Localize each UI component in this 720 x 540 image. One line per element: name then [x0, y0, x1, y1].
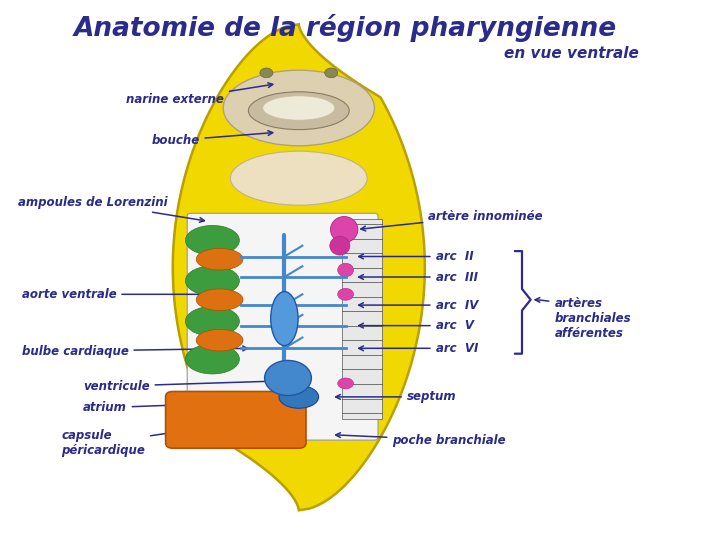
Ellipse shape [325, 68, 338, 78]
Text: arc  III: arc III [359, 271, 477, 284]
Ellipse shape [223, 70, 374, 146]
Text: bulbe cardiaque: bulbe cardiaque [22, 345, 248, 357]
Text: artères
branchiales
afférentes: artères branchiales afférentes [535, 297, 631, 340]
Polygon shape [173, 24, 425, 510]
FancyBboxPatch shape [166, 392, 306, 448]
Text: arc  IV: arc IV [359, 299, 478, 312]
Text: en vue ventrale: en vue ventrale [504, 46, 639, 61]
Text: septum: septum [336, 390, 456, 403]
Ellipse shape [196, 329, 243, 351]
Text: arc  II: arc II [359, 250, 473, 263]
Ellipse shape [263, 96, 335, 120]
Text: narine externe: narine externe [126, 83, 273, 106]
Ellipse shape [185, 266, 239, 296]
Ellipse shape [330, 237, 350, 255]
Text: arc  VI: arc VI [359, 342, 478, 355]
Text: atrium: atrium [83, 399, 287, 414]
Text: arc  V: arc V [359, 319, 474, 332]
Ellipse shape [338, 378, 354, 389]
Text: Anatomie de la région pharyngienne: Anatomie de la région pharyngienne [74, 14, 617, 42]
Ellipse shape [338, 263, 354, 276]
Bar [342, 219, 382, 418]
Ellipse shape [338, 288, 354, 300]
Ellipse shape [260, 68, 273, 78]
Ellipse shape [185, 345, 239, 374]
Text: poche branchiale: poche branchiale [336, 433, 506, 447]
Text: ventricule: ventricule [83, 379, 284, 393]
Ellipse shape [279, 386, 319, 408]
Ellipse shape [330, 217, 358, 242]
FancyBboxPatch shape [187, 213, 378, 440]
Ellipse shape [196, 289, 243, 310]
Ellipse shape [185, 306, 239, 336]
Ellipse shape [265, 361, 311, 395]
Ellipse shape [271, 292, 298, 346]
Text: aorte ventrale: aorte ventrale [22, 288, 237, 301]
Text: bouche: bouche [151, 131, 273, 147]
Text: ampoules de Lorenzini: ampoules de Lorenzini [18, 196, 204, 222]
Text: artère innominée: artère innominée [361, 210, 543, 231]
Text: capsule
péricardique: capsule péricardique [61, 423, 226, 457]
Ellipse shape [230, 151, 367, 205]
Ellipse shape [185, 225, 239, 255]
Ellipse shape [248, 92, 349, 130]
Ellipse shape [196, 248, 243, 270]
